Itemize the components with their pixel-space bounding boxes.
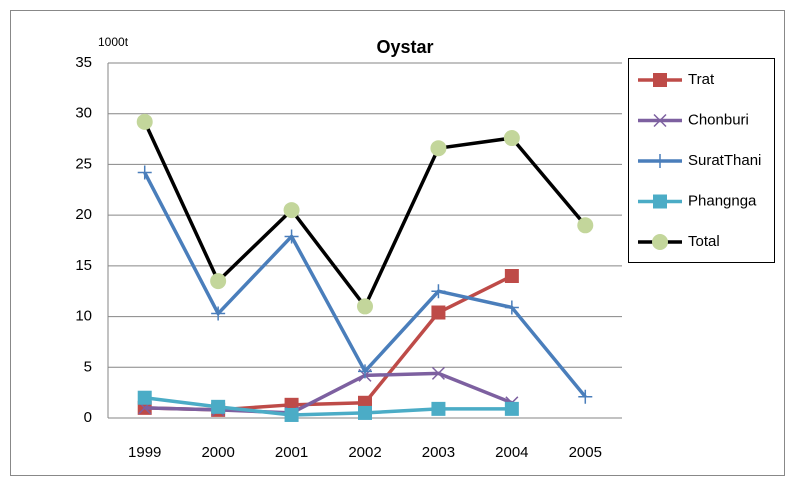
marker	[358, 405, 372, 420]
marker	[578, 389, 593, 404]
marker	[504, 300, 519, 315]
y-tick-label: 15	[75, 257, 92, 274]
marker	[211, 399, 226, 414]
series-line	[144, 371, 513, 415]
marker	[137, 165, 152, 180]
y-tick-label: 20	[75, 206, 92, 223]
marker	[430, 140, 447, 157]
y-tick-label: 25	[75, 155, 92, 172]
x-tick-label: 2004	[495, 444, 528, 461]
marker	[504, 401, 519, 416]
marker	[653, 73, 667, 87]
series-line	[144, 395, 512, 417]
y-unit: 1000t	[98, 35, 129, 49]
marker	[577, 217, 594, 234]
x-tick-label: 1999	[128, 444, 161, 461]
x-tick-label: 2002	[348, 444, 381, 461]
marker	[136, 113, 153, 130]
legend-label: SuratThani	[688, 152, 761, 169]
legend-label: Phangnga	[688, 192, 757, 209]
x-tick-label: 2005	[569, 444, 602, 461]
marker	[431, 284, 446, 299]
marker	[431, 401, 446, 416]
marker	[358, 364, 372, 379]
marker	[431, 305, 446, 320]
marker	[503, 130, 520, 147]
marker	[653, 154, 667, 168]
x-tick-label: 2000	[201, 444, 234, 461]
marker	[283, 202, 300, 219]
marker	[137, 390, 152, 405]
marker	[652, 234, 668, 250]
y-tick-label: 35	[75, 54, 92, 71]
y-tick-label: 0	[84, 409, 92, 426]
legend-label: Chonburi	[688, 111, 749, 128]
marker	[211, 306, 226, 321]
marker	[653, 194, 667, 209]
x-tick-label: 2003	[422, 444, 455, 461]
marker	[284, 407, 299, 422]
y-tick-label: 30	[75, 105, 92, 122]
marker	[431, 366, 445, 380]
marker	[284, 229, 299, 244]
y-tick-label: 5	[84, 358, 92, 375]
x-tick-label: 2001	[275, 444, 308, 461]
marker	[504, 269, 519, 283]
legend-label: Total	[688, 233, 720, 250]
chart-title: Oystar	[376, 37, 433, 57]
marker	[653, 113, 667, 128]
marker	[357, 298, 373, 315]
y-tick-label: 10	[75, 308, 92, 325]
marker	[210, 273, 227, 290]
legend-label: Trat	[688, 71, 715, 88]
